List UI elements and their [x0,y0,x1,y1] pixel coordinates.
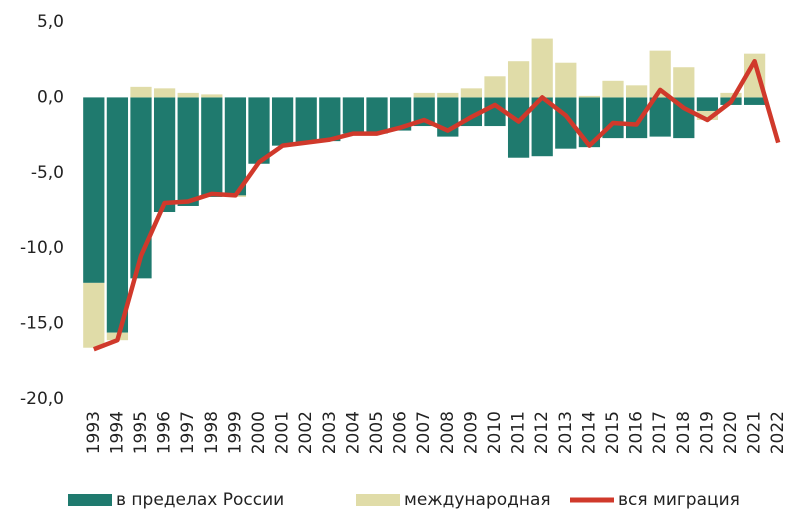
bar [437,92,459,98]
bar [130,97,152,279]
x-tick-label: 1996 [155,411,175,454]
bar [83,282,105,348]
x-tick-label: 2018 [674,411,694,454]
y-tick-label: 0,0 [37,87,64,107]
bar [484,76,506,98]
bar [342,97,365,134]
bar [531,38,553,98]
legend-swatch [356,494,400,506]
bar [649,50,671,98]
bar [366,97,388,134]
bar [248,97,270,164]
bar [130,86,152,98]
bar [602,80,624,98]
x-tick-label: 1998 [202,411,222,454]
bar [743,97,766,105]
x-tick-label: 1999 [225,411,245,454]
x-tick-label: 2003 [320,411,340,454]
x-tick-label: 2011 [509,411,529,454]
bar [625,97,648,139]
bar [578,95,601,98]
bar [295,97,317,143]
bar [413,92,435,98]
legend-label: в пределах России [116,490,284,510]
bar [83,97,105,283]
bar [507,97,530,158]
bar [673,67,695,98]
x-tick-label: 2004 [343,411,363,454]
bar [555,62,577,98]
x-tick-label: 2019 [697,411,717,454]
y-tick-label: -15,0 [20,314,64,334]
legend-label: международная [404,490,551,510]
bar [271,97,294,146]
bar [201,94,223,98]
x-tick-label: 1993 [84,411,104,454]
bar [413,97,435,127]
bar [649,97,671,137]
x-tick-label: 2021 [745,411,765,454]
x-tick-label: 2015 [603,411,623,454]
x-tick-label: 2007 [414,411,434,454]
bar [177,92,199,98]
bar [389,97,412,131]
x-tick-label: 2002 [296,411,316,454]
bar [484,97,506,127]
bar [507,61,530,98]
bar [720,92,742,98]
bar [177,97,199,206]
bar [460,88,483,98]
y-tick-label: -10,0 [20,238,64,258]
x-tick-label: 2009 [461,411,481,454]
legend-label: вся миграция [618,490,740,510]
x-tick-label: 2014 [579,411,599,454]
x-tick-label: 2013 [556,411,576,454]
y-tick-label: -5,0 [31,163,64,183]
x-tick-label: 2000 [249,411,269,454]
x-tick-label: 2006 [391,411,411,454]
x-tick-label: 2017 [650,411,670,454]
bar [153,88,176,98]
bar [531,97,553,157]
bar [578,97,601,148]
bar [319,97,341,142]
x-tick-label: 2020 [721,411,741,454]
x-tick-label: 1997 [178,411,198,454]
x-tick-label: 1994 [107,411,127,454]
bar [673,97,695,139]
x-tick-label: 1995 [131,411,151,454]
bar [153,97,176,213]
bar [201,97,223,197]
y-tick-label: 5,0 [37,12,64,32]
bar [224,97,247,196]
bar [106,97,129,333]
bar [696,110,719,121]
bar [625,85,648,98]
x-tick-label: 2001 [273,411,293,454]
x-tick-label: 2005 [367,411,387,454]
bar [696,97,719,111]
x-tick-label: 2010 [485,411,505,454]
x-tick-label: 2022 [768,411,788,454]
legend-swatch [68,494,112,506]
line [92,58,781,352]
x-tick-label: 2016 [627,411,647,454]
x-tick-label: 2012 [532,411,552,454]
y-tick-label: -20,0 [20,389,64,409]
x-tick-label: 2008 [438,411,458,454]
